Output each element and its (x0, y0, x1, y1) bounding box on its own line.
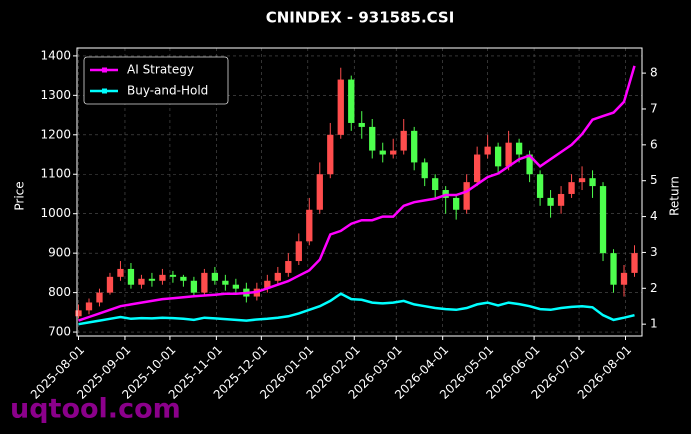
candle-body (473, 154, 481, 183)
candle-body (337, 79, 344, 135)
chart-title: CNINDEX - 931585.CSI (266, 9, 455, 27)
watermark: uqtool.com (10, 394, 181, 425)
candle-body (148, 278, 156, 281)
candle-body (96, 292, 103, 303)
candle-body (453, 197, 460, 210)
y2-axis-label: Return (668, 176, 682, 216)
candle-body (505, 142, 512, 167)
y2-tick-label: 6 (650, 137, 658, 151)
y2-tick-label: 1 (650, 317, 658, 331)
y2-tick-label: 2 (650, 281, 658, 295)
line-series (78, 292, 635, 326)
y2-tick-label: 8 (650, 66, 658, 80)
candle-body (379, 150, 386, 155)
candle-body (610, 253, 617, 285)
candle-body (316, 174, 323, 210)
candle-body (106, 276, 114, 293)
candle-body (631, 253, 638, 273)
candle-body (285, 261, 292, 273)
plot-frame (76, 47, 643, 337)
candle-body (75, 310, 82, 317)
y2-tick-label: 7 (650, 101, 658, 115)
candle-body (400, 130, 407, 151)
legend-marker (102, 67, 107, 73)
candle-body (222, 280, 229, 285)
candle-body (169, 274, 177, 277)
candle-body (390, 150, 397, 155)
y-tick-label: 1300 (40, 88, 71, 102)
candle-body (201, 272, 208, 293)
candle-body (190, 280, 198, 293)
candle-body (274, 272, 281, 281)
candle-body (348, 79, 355, 123)
candle-body (568, 182, 575, 194)
candle-body (327, 134, 334, 175)
candle-body (369, 126, 376, 151)
candle-body (578, 178, 586, 183)
legend: AI Strategy Buy-and-Hold (83, 56, 229, 105)
candle-body (295, 241, 302, 262)
candle-body (211, 272, 219, 281)
y-axis-label: Price (13, 181, 27, 210)
candle-body (85, 302, 93, 311)
candle-body (536, 174, 544, 198)
candle-body (138, 278, 145, 285)
legend-label: Buy-and-Hold (127, 84, 208, 98)
legend-label: AI Strategy (127, 63, 194, 77)
candle-body (484, 146, 491, 155)
legend-box (83, 56, 229, 105)
y-tick-label: 1200 (40, 127, 71, 141)
candle-body (421, 162, 428, 179)
y-tick-label: 700 (48, 325, 71, 339)
legend-marker (102, 88, 107, 94)
candle-body (589, 178, 596, 187)
candle-body (494, 146, 502, 167)
y-tick-label: 1400 (40, 48, 71, 62)
y-tick-label: 800 (48, 285, 71, 299)
y-tick-label: 1100 (40, 167, 71, 181)
candle-body (432, 178, 439, 191)
y-tick-label: 1000 (40, 206, 71, 220)
candle-body (599, 186, 607, 254)
y2-tick-label: 4 (650, 209, 658, 223)
candle-body (358, 122, 365, 127)
candle-body (547, 197, 554, 206)
candle-body (463, 182, 470, 210)
candle-body (557, 193, 565, 206)
candle-body (526, 154, 533, 175)
line-series (78, 65, 636, 322)
candle-body (232, 284, 240, 289)
candle-body (159, 274, 166, 281)
candle-body (411, 130, 418, 163)
candle-body (264, 280, 271, 289)
candle-body (515, 142, 523, 155)
candle-body (620, 272, 628, 285)
y2-tick-label: 3 (650, 245, 658, 259)
y-tick-label: 900 (48, 246, 71, 260)
candle-body (117, 268, 124, 277)
candle-body (127, 268, 135, 285)
y2-tick-label: 5 (650, 173, 658, 187)
candle-body (180, 276, 187, 281)
candle-body (306, 209, 313, 242)
